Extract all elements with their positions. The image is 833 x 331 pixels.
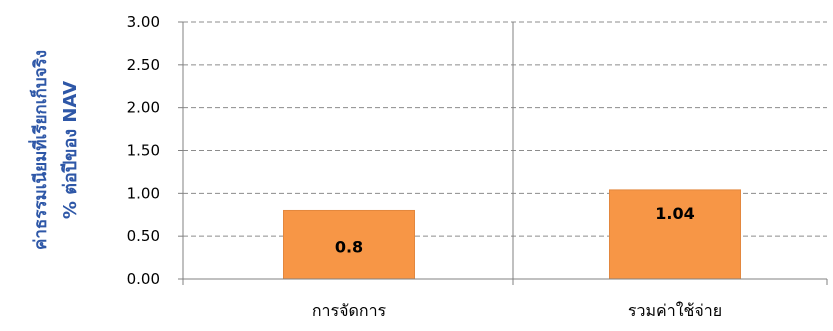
x-category-label: การจัดการ	[312, 301, 387, 320]
y-tick-label: 3.00	[127, 13, 160, 31]
y-tick-label: 1.00	[127, 184, 160, 202]
y-tick-label: 1.50	[127, 142, 160, 160]
bar	[283, 209, 415, 280]
y-tick-label: 0.00	[127, 270, 160, 288]
y-tick-label: 0.50	[127, 227, 160, 245]
bar-data-label: 1.04	[655, 204, 694, 223]
x-category-label: รวมค่าใช้จ่าย	[628, 301, 722, 320]
bar	[609, 189, 741, 280]
label-layer: 0.00 0.50 1.00 1.50 2.00 2.50 3.00 0.8 การจัดการ…	[127, 13, 723, 320]
bar-layer	[283, 189, 741, 280]
y-axis-title-line-1: ค่าธรรมเนียมที่เรียกเก็บจริง	[28, 50, 51, 250]
y-axis-title-line-2: % ต่อปีของ NAV	[60, 81, 81, 219]
y-tick-label: 2.50	[127, 56, 160, 74]
y-tick-label: 2.00	[127, 99, 160, 117]
bar-data-label: 0.8	[335, 237, 363, 256]
y-axis-title: ค่าธรรมเนียมที่เรียกเก็บจริง % ต่อปีของ …	[28, 50, 81, 250]
axis-layer	[182, 22, 827, 285]
